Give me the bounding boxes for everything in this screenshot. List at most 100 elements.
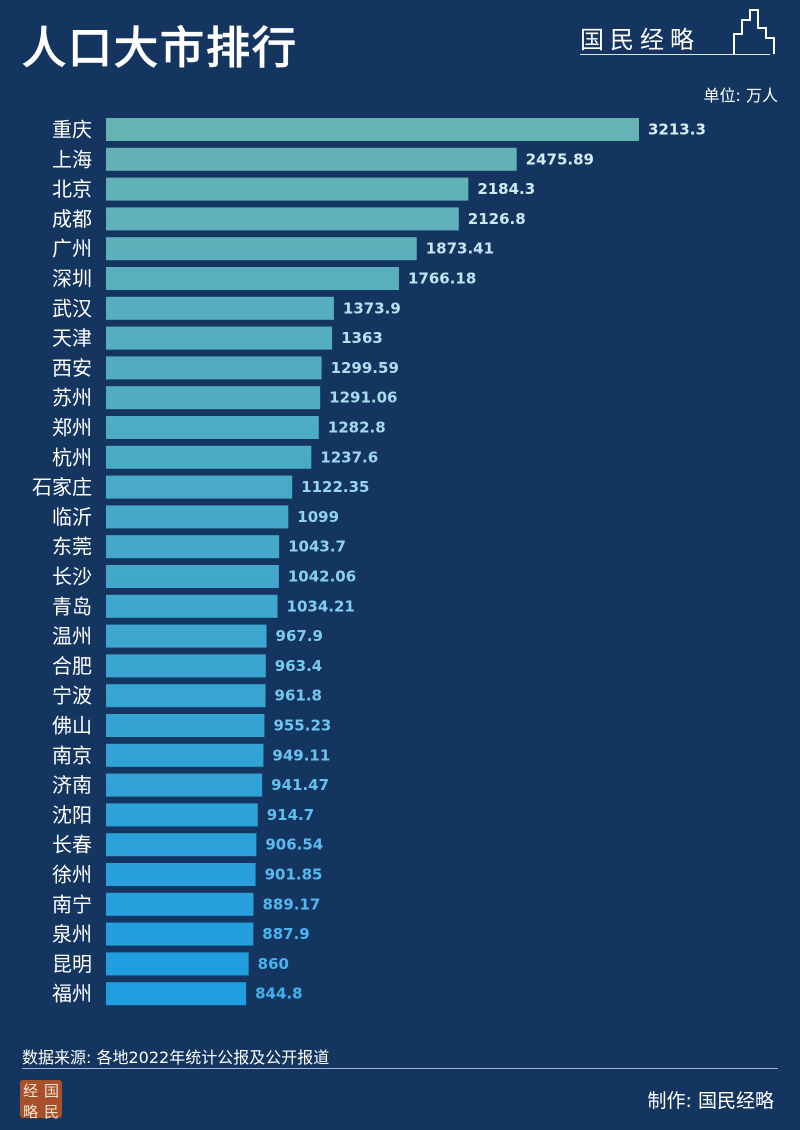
category-label: 温州 <box>52 624 92 648</box>
category-label: 苏州 <box>52 386 92 410</box>
bar <box>106 207 459 231</box>
category-label: 杭州 <box>52 445 92 469</box>
category-label: 青岛 <box>52 594 92 618</box>
value-label: 2475.89 <box>526 150 594 168</box>
bar <box>106 296 334 320</box>
value-label: 906.54 <box>265 836 323 854</box>
value-label: 967.9 <box>276 627 323 645</box>
bar <box>106 863 256 886</box>
bar <box>106 952 249 976</box>
value-label: 1122.35 <box>301 478 369 496</box>
category-label: 天津 <box>52 326 92 350</box>
value-label: 844.8 <box>255 985 302 1003</box>
category-label: 长沙 <box>52 565 92 589</box>
bar <box>106 982 247 1006</box>
value-label: 1043.7 <box>288 538 346 556</box>
category-label: 徐州 <box>52 863 92 887</box>
category-label: 昆明 <box>52 952 92 976</box>
value-label: 860 <box>258 955 289 973</box>
footer-divider <box>22 1068 778 1069</box>
value-label: 1042.06 <box>288 568 356 586</box>
bar <box>106 803 258 827</box>
category-label: 广州 <box>52 237 92 261</box>
category-label: 南宁 <box>52 892 92 916</box>
value-label: 1766.18 <box>408 270 476 288</box>
category-label: 东莞 <box>52 535 92 559</box>
category-label: 泉州 <box>52 922 92 946</box>
category-label: 合肥 <box>52 654 92 678</box>
bar <box>106 743 264 767</box>
value-label: 1291.06 <box>329 389 397 407</box>
value-label: 3213.3 <box>648 121 706 139</box>
bar <box>106 386 321 410</box>
value-label: 1237.6 <box>320 448 378 466</box>
bar <box>106 445 312 469</box>
value-label: 1034.21 <box>287 597 355 615</box>
bar <box>106 118 639 141</box>
value-label: 2126.8 <box>468 210 526 228</box>
value-label: 901.85 <box>265 866 323 884</box>
value-label: 887.9 <box>262 925 309 943</box>
seal-char: 民 <box>43 1103 59 1121</box>
seal-char: 略 <box>22 1103 38 1121</box>
value-label: 961.8 <box>275 687 322 705</box>
category-label: 武汉 <box>52 296 92 320</box>
category-label: 西安 <box>52 356 92 380</box>
brand-underline <box>580 54 770 55</box>
value-label: 1299.59 <box>331 359 399 377</box>
bar <box>106 594 278 618</box>
value-label: 2184.3 <box>477 180 535 198</box>
value-label: 1373.9 <box>343 299 401 317</box>
bar <box>106 654 266 678</box>
bar <box>106 624 267 648</box>
unit-label: 单位: 万人 <box>703 86 778 105</box>
brand-name: 国民经略 <box>580 26 700 54</box>
bar <box>106 356 322 380</box>
seal-logo: 经 国 略 民 <box>20 1080 62 1121</box>
value-label: 941.47 <box>271 776 329 794</box>
category-label: 南京 <box>52 743 92 767</box>
category-label: 济南 <box>52 773 92 797</box>
value-label: 949.11 <box>272 746 330 764</box>
value-label: 1282.8 <box>328 419 386 437</box>
category-label: 石家庄 <box>32 475 92 499</box>
category-label: 沈阳 <box>52 803 92 827</box>
value-label: 889.17 <box>262 895 320 913</box>
category-label: 长春 <box>52 833 92 857</box>
chart-title: 人口大市排行 <box>22 23 298 74</box>
credit-label: 制作: 国民经略 <box>647 1090 774 1112</box>
bar <box>106 565 279 588</box>
category-label: 深圳 <box>52 267 92 291</box>
bar <box>106 267 399 290</box>
category-label: 北京 <box>52 177 92 201</box>
bar <box>106 237 417 261</box>
bar <box>106 326 333 350</box>
bar <box>106 177 469 201</box>
value-label: 963.4 <box>275 657 322 675</box>
category-label: 上海 <box>52 147 92 171</box>
bar <box>106 922 254 946</box>
bar <box>106 505 289 529</box>
bar <box>106 833 257 857</box>
category-label: 宁波 <box>52 684 92 708</box>
seal-char: 经 <box>22 1082 38 1100</box>
category-label: 临沂 <box>52 505 92 529</box>
value-label: 1099 <box>297 508 339 526</box>
value-label: 1873.41 <box>426 240 494 258</box>
bar <box>106 535 280 559</box>
bar <box>106 773 263 797</box>
bar <box>106 714 265 737</box>
brand-logo: 国民经略 <box>580 8 780 60</box>
bar <box>106 475 293 499</box>
category-label: 郑州 <box>52 416 92 440</box>
bar <box>106 892 254 916</box>
bar <box>106 684 266 708</box>
bar <box>106 416 319 439</box>
value-label: 1363 <box>341 329 383 347</box>
bar-chart: 重庆 3213.3 上海 2475.89 北京 2184.3 成都 2126.8 广州 1873.… <box>32 118 706 1006</box>
category-label: 佛山 <box>52 714 92 738</box>
seal-char: 国 <box>43 1082 59 1100</box>
value-label: 914.7 <box>267 806 314 824</box>
building-icon <box>733 9 775 54</box>
category-label: 福州 <box>52 982 92 1006</box>
